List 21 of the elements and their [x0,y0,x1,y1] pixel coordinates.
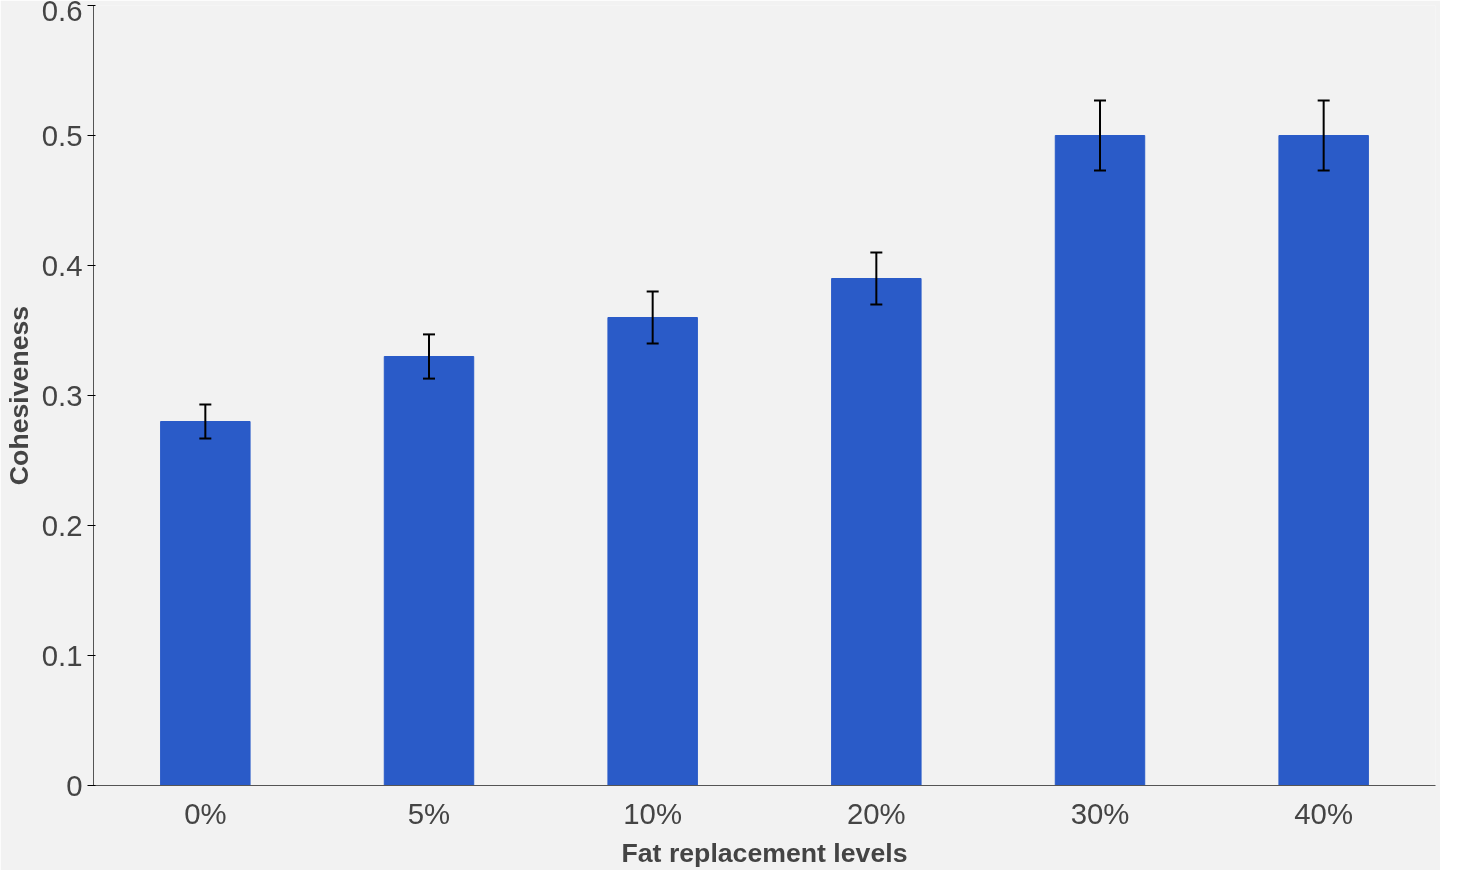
bar [383,356,475,786]
bar [607,317,698,786]
x-tick-label: 30% [1070,796,1130,830]
bar [1054,135,1146,786]
y-tick-label: 0 [66,768,83,802]
y-tick-label: 0.6 [41,0,83,27]
x-tick-label: 0% [184,796,227,830]
y-tick-label: 0.5 [41,118,83,152]
x-tick-label: 5% [407,796,451,830]
y-tick-label: 0.3 [41,378,83,412]
y-tick-label: 0.4 [41,248,83,282]
x-tick-label: 40% [1294,796,1354,830]
y-tick-label: 0.1 [41,638,83,672]
x-tick-label: 20% [846,796,906,830]
bar [160,421,251,786]
x-tick-label: 10% [623,796,683,830]
y-tick-label: 0.2 [41,508,83,542]
y-axis-title: Cohesiveness [3,305,34,486]
bar [831,278,922,786]
x-axis-title: Fat replacement levels [621,837,908,868]
bar [1278,135,1369,786]
